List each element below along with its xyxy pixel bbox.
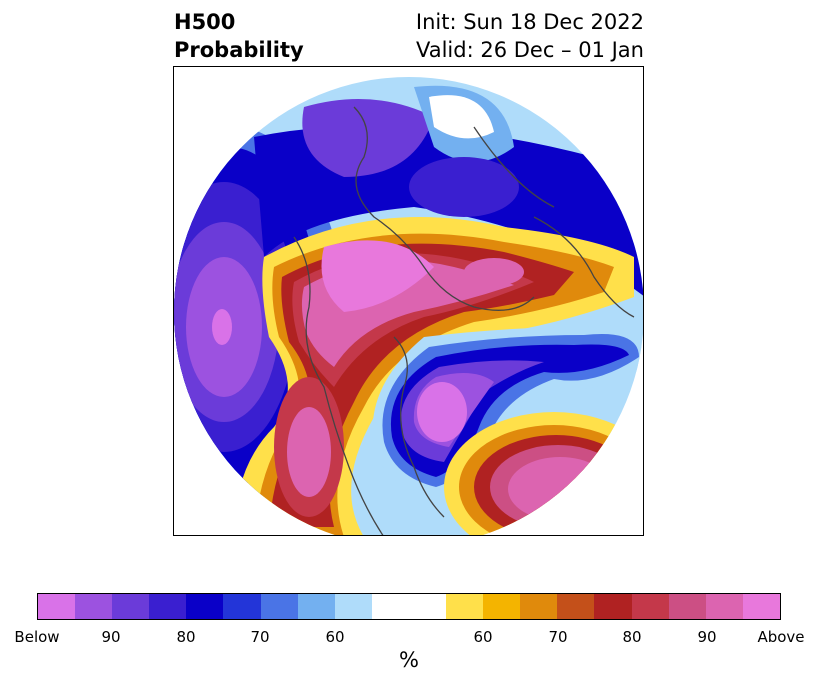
colorbar-segment [260, 594, 298, 619]
colorbar-tick-label: Below [14, 628, 60, 646]
colorbar-segment [112, 594, 150, 619]
coastlines [293, 106, 635, 535]
colorbar-segment [75, 594, 113, 619]
colorbar-tick-label: 70 [250, 628, 270, 646]
colorbar-segment [408, 594, 447, 619]
colorbar-segment [557, 594, 595, 619]
colorbar-segment [668, 594, 706, 619]
colorbar-tick-label: 90 [697, 628, 717, 646]
colorbar-tick-label: 70 [548, 628, 568, 646]
colorbar-segment [38, 594, 76, 619]
colorbar-tick-label: 60 [473, 628, 493, 646]
colorbar-tick-label: 90 [101, 628, 121, 646]
colorbar-segment [334, 594, 372, 619]
colorbar-segment [186, 594, 224, 619]
colorbar-segment [520, 594, 558, 619]
pacific-trough-max [212, 309, 232, 345]
colorbar-tick-label: 80 [622, 628, 642, 646]
colorbar-tick-label: 60 [325, 628, 345, 646]
valid-period: Valid: 26 Dec – 01 Jan [415, 38, 644, 62]
greenland-low [409, 157, 519, 217]
colorbar-tick-label: 80 [176, 628, 196, 646]
ridge-max [321, 240, 434, 312]
colorbar-segment [631, 594, 669, 619]
colorbar-segment [446, 594, 484, 619]
title-left: H500 Probability [174, 8, 304, 64]
arctic-purple [302, 99, 434, 177]
colorbar-tick-label: Above [757, 628, 805, 646]
arctic-white [429, 95, 494, 139]
colorbar-segment [483, 594, 521, 619]
init-time: Init: Sun 18 Dec 2022 [415, 10, 644, 34]
colorbar-units: % [399, 648, 419, 672]
probability-map [174, 77, 643, 535]
globe-disk [174, 77, 643, 535]
colorbar-segment [223, 594, 261, 619]
colorbar-segment [705, 594, 743, 619]
title-field-type: Probability [174, 38, 304, 62]
title-variable: H500 [174, 10, 236, 34]
atlantic-ridge-pink [464, 258, 524, 286]
colorbar [37, 593, 781, 620]
colorbar-segment [297, 594, 335, 619]
colorbar-segment [594, 594, 632, 619]
map-panel [173, 66, 644, 536]
colorbar-segment [149, 594, 187, 619]
trough-max [417, 382, 467, 442]
colorbar-segment [742, 594, 780, 619]
colorbar-segment [371, 594, 409, 619]
title-right: Init: Sun 18 Dec 2022 Valid: 26 Dec – 01… [416, 8, 644, 64]
west-us-pink [287, 407, 331, 497]
pacific-ridge-pink [508, 457, 612, 521]
